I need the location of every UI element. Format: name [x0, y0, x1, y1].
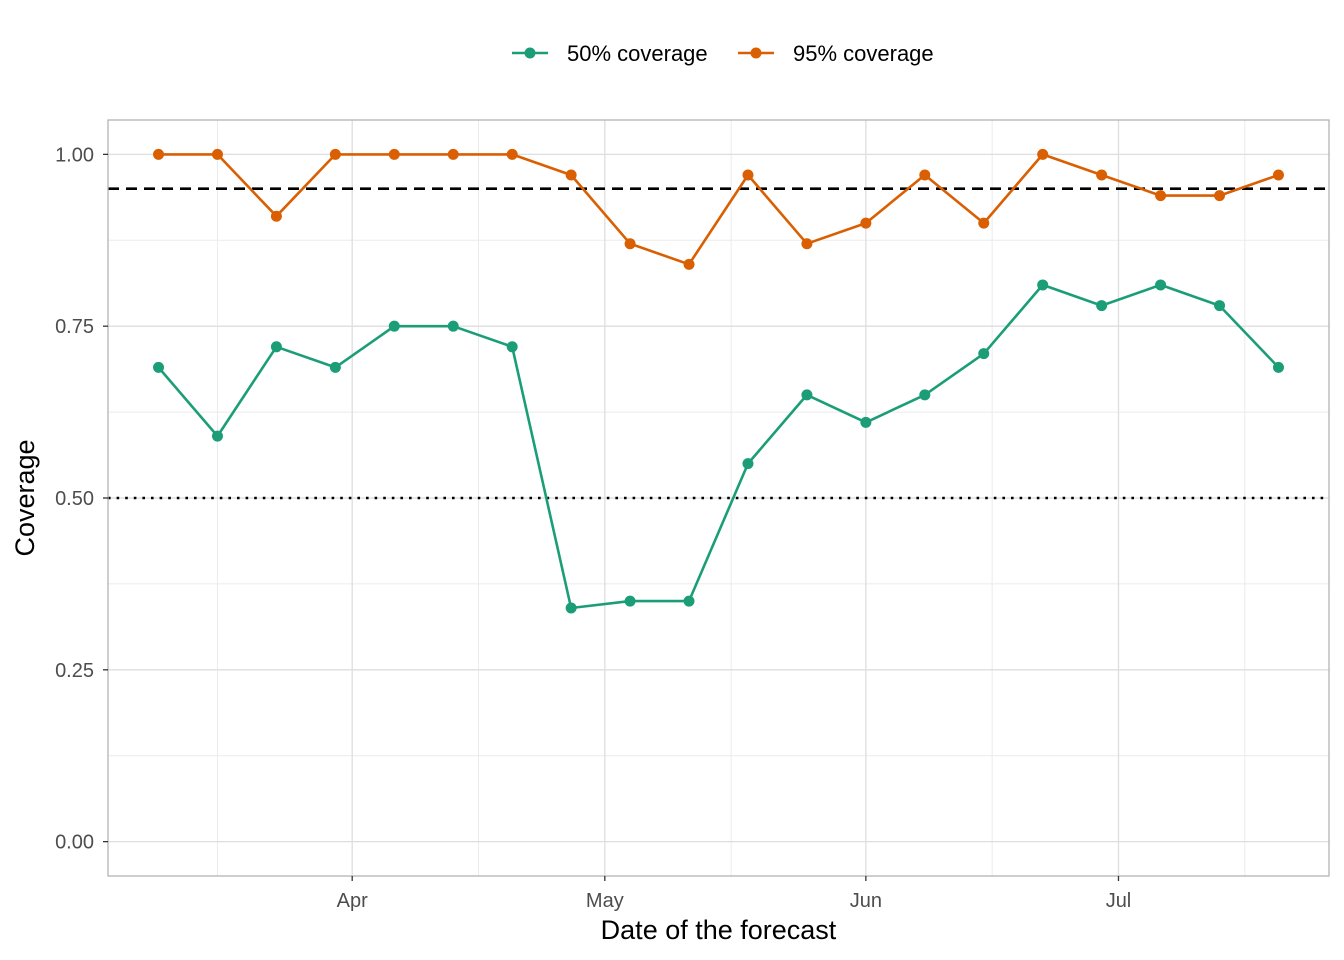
data-point-series-2: [624, 238, 636, 250]
data-point-series-2: [978, 217, 990, 229]
data-point-series-2: [270, 210, 282, 222]
data-point-series-2: [683, 258, 695, 270]
data-point-series-2: [329, 148, 341, 160]
data-point-series-1: [1096, 300, 1108, 312]
data-point-series-2: [506, 148, 518, 160]
data-point-series-2: [1155, 190, 1167, 202]
x-tick-label: Apr: [337, 890, 368, 912]
data-point-series-1: [388, 320, 400, 332]
data-point-series-2: [447, 148, 459, 160]
y-tick-label: 1.00: [55, 144, 94, 166]
y-tick-label: 0.25: [55, 660, 94, 682]
data-point-series-2: [1214, 190, 1226, 202]
legend: 50% coverage 95% coverage: [512, 41, 934, 66]
data-point-series-2: [801, 238, 813, 250]
data-point-series-1: [801, 389, 813, 401]
data-point-series-2: [153, 148, 165, 160]
legend-key-point: [524, 47, 536, 59]
data-point-series-1: [624, 595, 636, 607]
data-point-series-2: [860, 217, 872, 229]
data-point-series-1: [1155, 279, 1167, 291]
data-point-series-1: [153, 361, 165, 373]
y-tick-label: 0.75: [55, 316, 94, 338]
data-point-series-1: [1272, 361, 1284, 373]
data-point-series-2: [1037, 148, 1049, 160]
legend-label: 95% coverage: [793, 41, 934, 66]
legend-label: 50% coverage: [567, 41, 708, 66]
data-point-series-1: [919, 389, 931, 401]
data-point-series-2: [742, 169, 754, 181]
data-point-series-2: [919, 169, 931, 181]
data-point-series-1: [506, 341, 518, 353]
data-point-series-1: [211, 430, 223, 442]
data-point-series-1: [978, 348, 990, 360]
x-axis-title: Date of the forecast: [601, 915, 837, 945]
data-point-series-2: [565, 169, 577, 181]
data-point-series-2: [1272, 169, 1284, 181]
data-point-series-1: [742, 458, 754, 470]
x-tick-label: Jul: [1106, 890, 1132, 912]
legend-key-point: [750, 47, 762, 59]
data-point-series-1: [1214, 300, 1226, 312]
data-point-series-1: [1037, 279, 1049, 291]
series-line-2: [158, 153, 1279, 266]
data-point-series-1: [447, 320, 459, 332]
data-point-series-2: [211, 148, 223, 160]
y-axis-title: Coverage: [10, 439, 40, 556]
data-point-series-1: [683, 595, 695, 607]
data-point-series-1: [565, 602, 577, 614]
x-tick-label: May: [586, 890, 624, 912]
series-line-1: [157, 283, 1280, 610]
data-point-series-1: [860, 416, 872, 428]
data-point-series-1: [270, 341, 282, 353]
data-point-series-1: [329, 361, 341, 373]
x-tick-label: Jun: [850, 890, 882, 912]
data-point-series-2: [1096, 169, 1108, 181]
plot-panel: 0.00 0.25 0.50 0.75 1.00 Apr May Jun Jul: [55, 119, 1330, 912]
data-point-series-2: [388, 148, 400, 160]
y-tick-label: 0.00: [55, 832, 94, 854]
y-tick-label: 0.50: [55, 488, 94, 510]
